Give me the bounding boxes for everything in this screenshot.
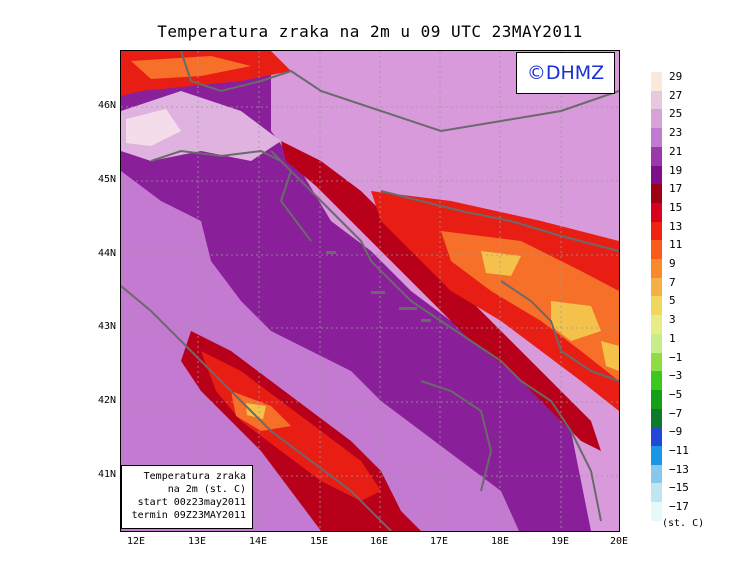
legend-swatch <box>651 371 662 391</box>
lon-label-17e: 17E <box>429 536 449 547</box>
italy-yellow-spot <box>246 403 266 419</box>
lon-label-18e: 18E <box>490 536 510 547</box>
lat-label-44n: 44N <box>97 248 116 259</box>
map-title: Temperatura zraka na 2m u 09 UTC 23MAY20… <box>157 22 583 41</box>
legend-label: −5 <box>669 387 683 401</box>
legend-swatch <box>651 202 662 223</box>
legend-label: 27 <box>669 88 683 102</box>
legend-label: −15 <box>669 481 689 495</box>
legend-label: 9 <box>669 257 676 270</box>
graticule <box>121 51 619 531</box>
legend-swatch <box>651 427 662 447</box>
dhmz-logo: ©DHMZ <box>516 52 615 94</box>
legend-label: −1 <box>669 350 683 364</box>
info-line-termin: termin 09Z23MAY2011 <box>131 510 246 521</box>
legend-swatch <box>651 259 662 279</box>
legend-label: 19 <box>669 163 683 177</box>
interior-hot-region <box>371 191 619 411</box>
legend-swatch <box>651 296 662 316</box>
legend-swatch <box>651 352 662 372</box>
nw-pale-patch <box>126 109 181 146</box>
map-canvas <box>121 51 619 531</box>
legend-label: −3 <box>669 369 683 383</box>
lat-label-41n: 41N <box>97 469 116 480</box>
legend-units: (st. C) <box>662 518 705 529</box>
legend-label: −17 <box>669 500 689 514</box>
coastlines <box>121 51 619 531</box>
legend-label: −11 <box>669 444 689 457</box>
lon-label-12e: 12E <box>126 536 146 547</box>
legend-label: −9 <box>669 425 683 439</box>
legend-swatch <box>651 146 662 166</box>
lat-label-46n: 46N <box>97 100 116 111</box>
legend-swatch <box>651 389 662 410</box>
alps-orange-band <box>131 56 251 79</box>
legend-label: 15 <box>669 200 683 214</box>
legend-swatch <box>651 315 662 335</box>
legend-swatch <box>651 502 662 522</box>
lon-label-20e: 20E <box>609 536 629 547</box>
legend-label: 3 <box>669 313 676 327</box>
legend-label: 29 <box>669 70 683 83</box>
info-line-variable: Temperatura zraka <box>143 471 246 482</box>
legend-label: 21 <box>669 144 683 158</box>
legend-label: 17 <box>669 182 683 196</box>
temperature-map <box>120 50 620 532</box>
info-line-units: na 2m (st. C) <box>167 484 246 495</box>
legend-swatch <box>651 483 662 503</box>
legend-swatch <box>651 109 662 129</box>
italy-land-field <box>121 171 519 531</box>
legend-swatch <box>651 333 662 353</box>
legend-label: −13 <box>669 462 689 476</box>
legend-label: 7 <box>669 275 676 289</box>
legend-swatch <box>651 184 662 204</box>
legend-label: −7 <box>669 406 683 420</box>
legend-swatch <box>651 128 662 148</box>
coastal-warm-strip <box>281 141 601 451</box>
legend-label: 5 <box>669 294 676 308</box>
lat-label-45n: 45N <box>97 174 116 185</box>
legend-label: 1 <box>669 331 676 345</box>
legend-swatch <box>651 90 662 110</box>
lon-label-16e: 16E <box>369 536 389 547</box>
lon-label-14e: 14E <box>248 536 268 547</box>
legend-label: 25 <box>669 107 683 121</box>
legend-swatch <box>651 446 662 466</box>
lon-label-15e: 15E <box>309 536 329 547</box>
lat-label-43n: 43N <box>97 321 116 332</box>
legend-label: 23 <box>669 126 683 140</box>
legend-swatch <box>651 240 662 260</box>
legend-swatch <box>651 277 662 297</box>
lon-label-13e: 13E <box>187 536 207 547</box>
info-line-start: start 00z23may2011 <box>137 497 246 508</box>
interior-yellow-core <box>481 251 619 371</box>
legend-swatch <box>651 464 662 484</box>
legend-swatch <box>651 221 662 241</box>
legend-swatch <box>651 408 662 428</box>
lon-label-19e: 19E <box>550 536 570 547</box>
alps-light-field <box>121 91 281 161</box>
legend-swatch <box>651 72 662 92</box>
info-box: Temperatura zraka na 2m (st. C) start 00… <box>121 465 253 529</box>
islands <box>326 251 431 322</box>
legend-swatch <box>651 165 662 185</box>
lat-label-42n: 42N <box>97 395 116 406</box>
legend-label: 11 <box>669 238 683 252</box>
legend-label: 13 <box>669 219 683 233</box>
